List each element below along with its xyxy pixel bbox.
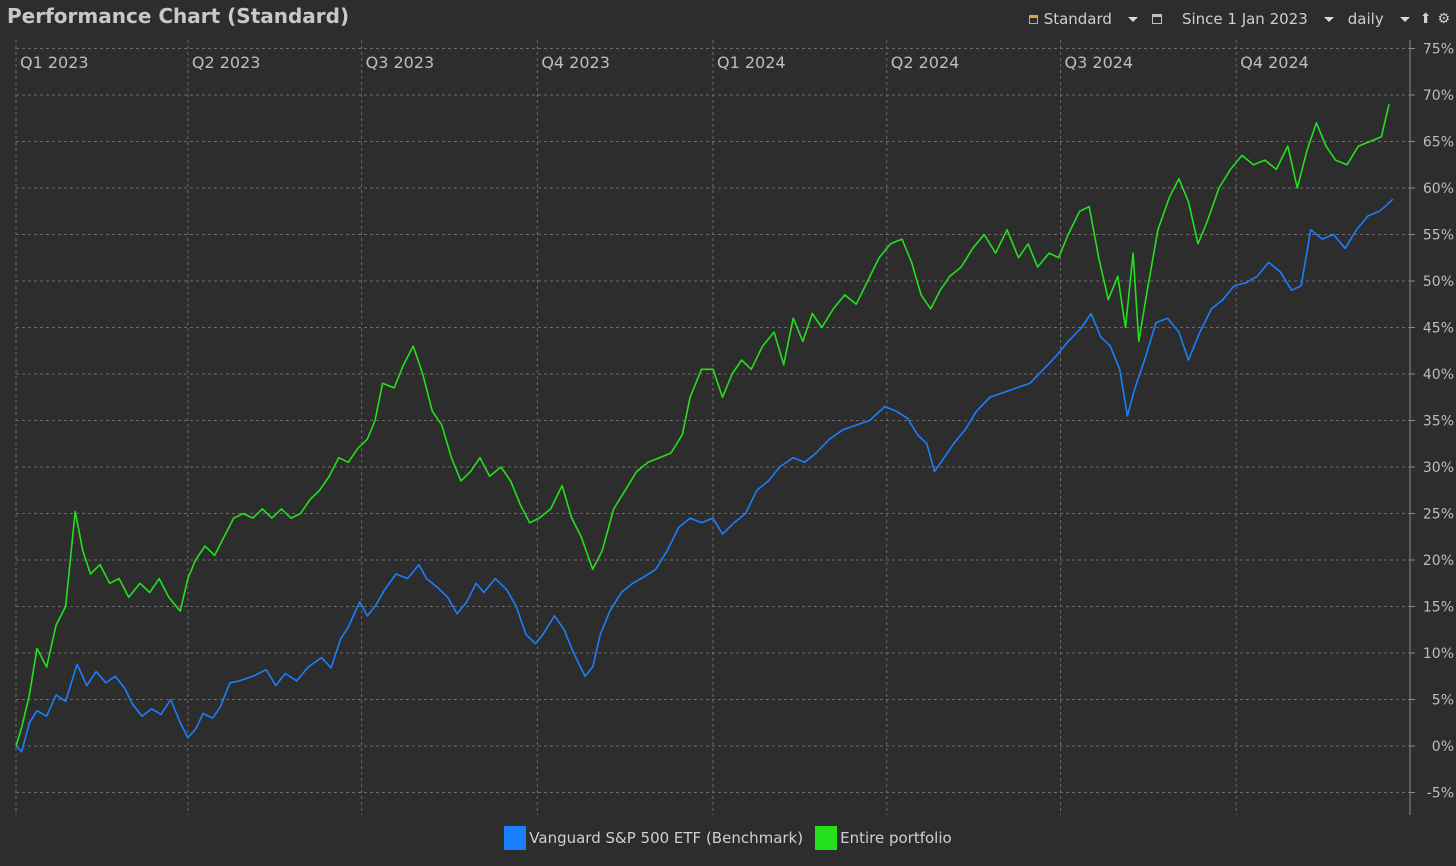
y-tick-label: 70% (1423, 88, 1454, 104)
quarter-label: Q1 2023 (20, 53, 89, 72)
interval-selector[interactable]: daily (1348, 10, 1384, 28)
export-icon[interactable]: ⬆ (1419, 11, 1432, 27)
y-tick-label: 75% (1423, 42, 1454, 58)
quarter-label: Q3 2024 (1065, 53, 1134, 72)
series-line-portfolio (15, 104, 1390, 747)
y-tick-label: 30% (1423, 460, 1454, 476)
interval-dropdown-caret[interactable] (1399, 16, 1410, 22)
legend-swatch-benchmark (504, 826, 527, 850)
period-label: Since 1 Jan 2023 (1181, 10, 1308, 28)
y-tick-label: 50% (1423, 274, 1454, 290)
interval-label: daily (1347, 10, 1384, 28)
y-tick-label: 0% (1432, 739, 1454, 755)
legend-swatch-portfolio (815, 826, 838, 850)
quarter-label: Q3 2023 (366, 53, 435, 72)
quarter-label: Q1 2024 (717, 53, 786, 72)
y-tick-label: 5% (1432, 693, 1454, 709)
quarter-label: Q2 2023 (192, 53, 261, 72)
y-tick-label: -5% (1427, 786, 1454, 802)
chart-view-icon (1028, 14, 1038, 24)
chart-toolbar: Standard Since 1 Jan 2023 daily ⬆ ⚙ (1028, 8, 1450, 30)
y-tick-label: 45% (1423, 321, 1454, 337)
legend-item-benchmark[interactable]: Vanguard S&P 500 ETF (Benchmark) (504, 826, 803, 850)
calendar-icon (1151, 14, 1162, 24)
series-line-benchmark (15, 198, 1394, 753)
y-tick-label: 20% (1423, 553, 1454, 569)
y-tick-label: 40% (1423, 367, 1454, 383)
view-label: Standard (1043, 10, 1112, 28)
y-tick-label: 25% (1423, 507, 1454, 523)
chart-series (15, 104, 1394, 753)
quarter-label: Q4 2023 (541, 53, 610, 72)
period-selector[interactable]: Since 1 Jan 2023 (1151, 10, 1308, 28)
legend-label-benchmark: Vanguard S&P 500 ETF (Benchmark) (529, 829, 804, 847)
view-dropdown-caret[interactable] (1127, 16, 1138, 22)
period-dropdown-caret[interactable] (1323, 16, 1334, 22)
y-tick-label: 15% (1423, 600, 1454, 616)
page-title: Performance Chart (Standard) (7, 4, 350, 28)
legend-item-portfolio[interactable]: Entire portfolio (815, 826, 952, 850)
gear-icon[interactable]: ⚙ (1437, 11, 1450, 27)
quarter-label: Q2 2024 (891, 53, 960, 72)
y-axis: 75% 70% 65% 60% 55% 50% 45% 40% 35% 30% 25% 20% 15% 1… (1409, 40, 1454, 815)
view-selector[interactable]: Standard (1028, 10, 1112, 28)
y-tick-label: 35% (1423, 414, 1454, 430)
y-tick-label: 60% (1423, 181, 1454, 197)
y-tick-label: 10% (1423, 646, 1454, 662)
legend-label-portfolio: Entire portfolio (840, 829, 952, 847)
y-tick-label: 65% (1423, 135, 1454, 151)
quarter-label: Q4 2024 (1240, 53, 1309, 72)
x-axis-quarters: Q1 2023 Q2 2023 Q3 2023 Q4 2023 Q1 2024 Q2 20… (20, 53, 1309, 72)
chart-legend: Vanguard S&P 500 ETF (Benchmark) Entire … (0, 826, 1456, 850)
y-tick-label: 55% (1423, 228, 1454, 244)
chart-grid (15, 40, 1410, 815)
